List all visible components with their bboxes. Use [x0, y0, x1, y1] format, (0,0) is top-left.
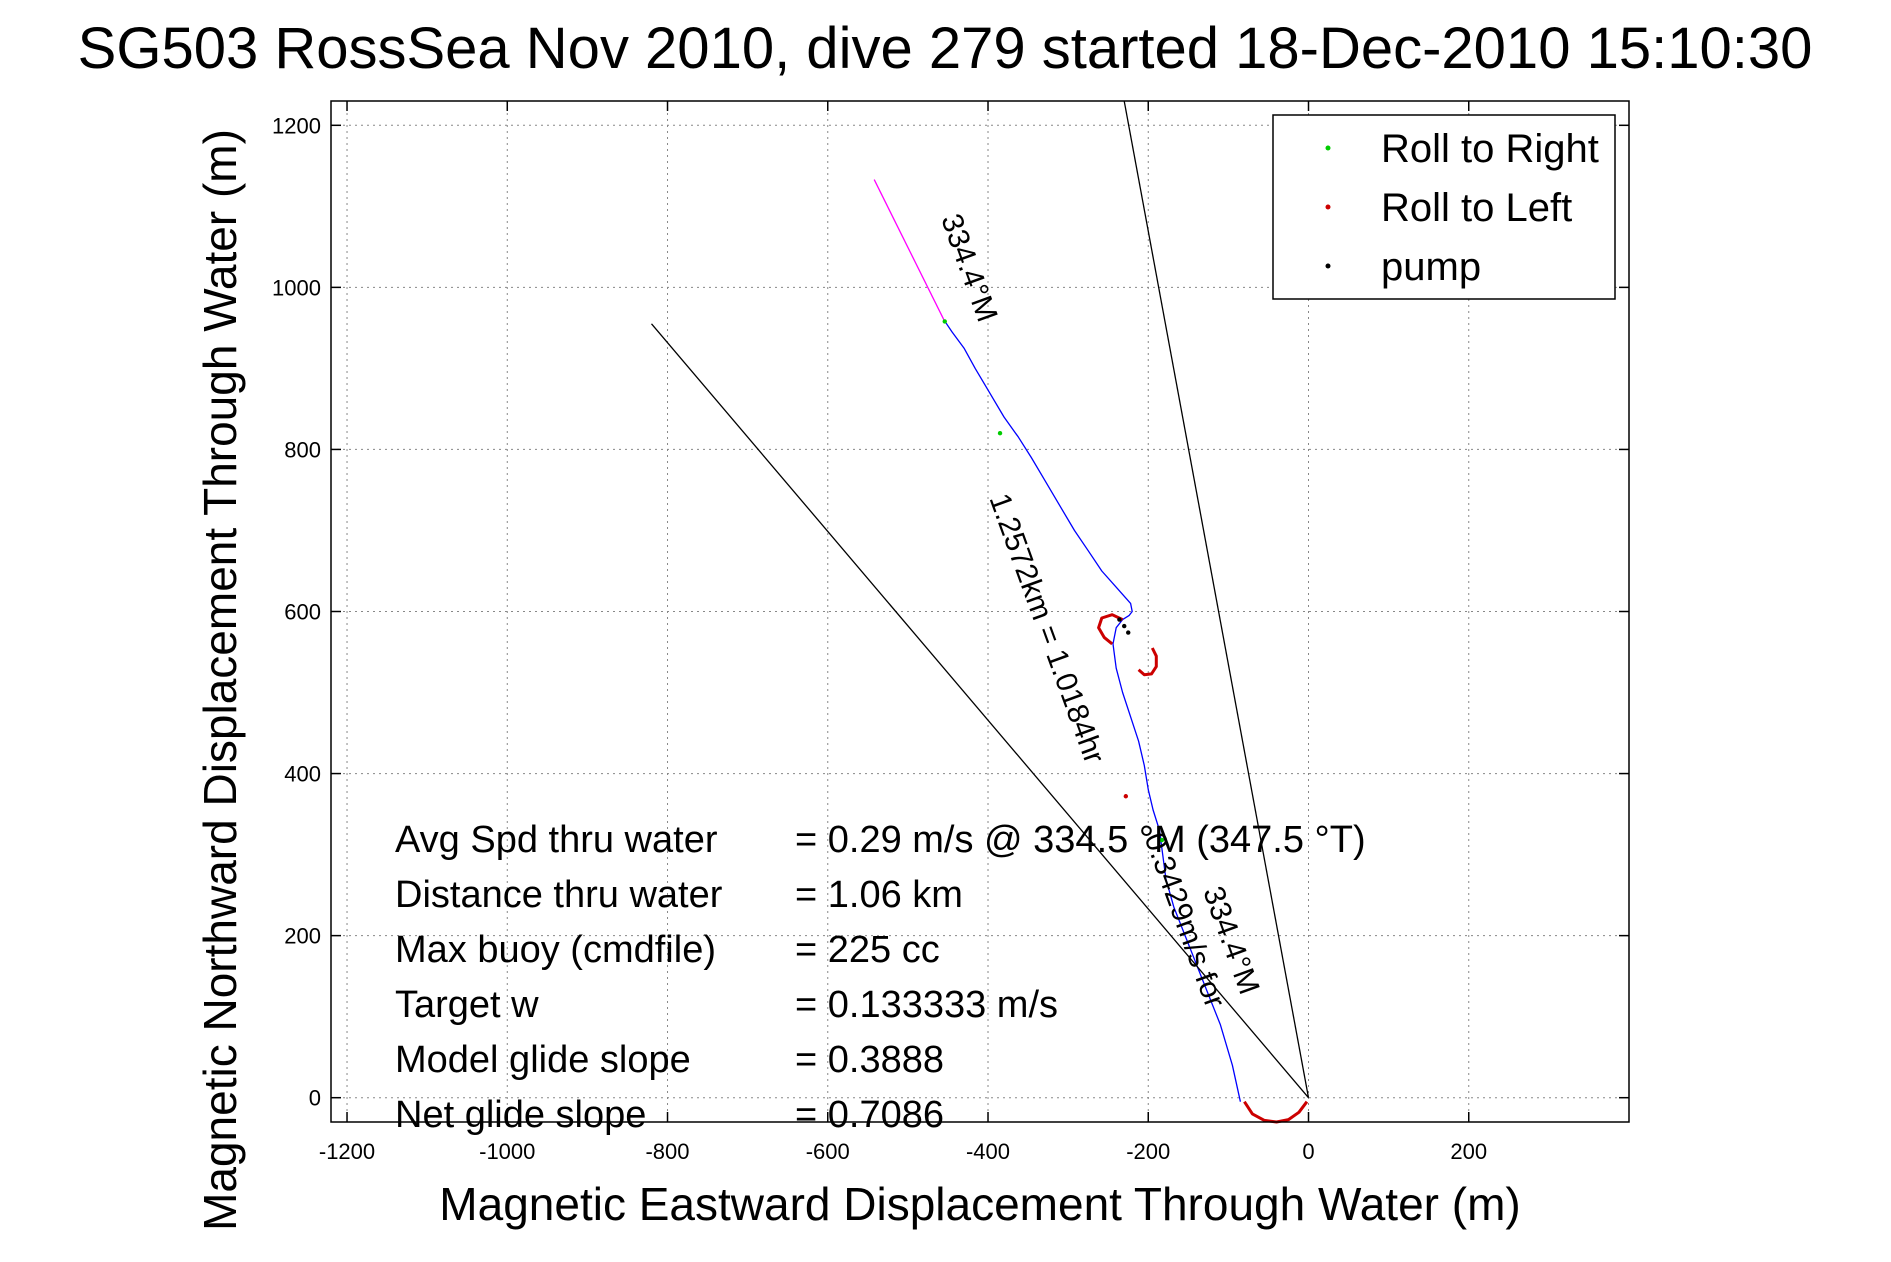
y-tick-label: 400 [284, 762, 321, 787]
x-tick-label: -400 [966, 1139, 1010, 1164]
x-axis-label: Magnetic Eastward Displacement Through W… [439, 1178, 1520, 1230]
y-tick-label: 1200 [272, 113, 321, 138]
stat-label: Avg Spd thru water [395, 819, 718, 861]
x-tick-label: 200 [1450, 1139, 1487, 1164]
marker-point-2 [1123, 794, 1129, 799]
legend-marker [1325, 145, 1331, 151]
x-tick-label: 0 [1302, 1139, 1314, 1164]
marker-point-0 [1117, 617, 1122, 622]
x-tick-label: -200 [1126, 1139, 1170, 1164]
stat-value: = 0.3888 [795, 1039, 944, 1081]
stat-label: Target w [395, 984, 539, 1026]
y-tick-label: 200 [284, 924, 321, 949]
marker-point-0 [1126, 630, 1131, 635]
dive-statistics: Avg Spd thru water = 0.29 m/s @ 334.5 °M … [395, 819, 1366, 1136]
legend: Roll to Right Roll to Left pump [1272, 114, 1616, 300]
tick-layer: -1200 -1000 -800 -600 -400 -200 0 200 0 200 400 600… [272, 101, 1629, 1164]
y-tick-label: 0 [309, 1086, 321, 1111]
legend-marker [1325, 263, 1331, 269]
legend-label: Roll to Left [1381, 186, 1572, 230]
series-line-3 [1123, 100, 1310, 1098]
series-line-5 [1097, 613, 1124, 646]
y-axis-label: Magnetic Northward Displacement Through … [194, 129, 246, 1231]
gridlines [331, 101, 1629, 1122]
x-tick-label: -800 [645, 1139, 689, 1164]
series-line-0 [943, 319, 1242, 1102]
stat-label: Net glide slope [395, 1094, 646, 1136]
marker-layer [942, 319, 1165, 843]
series-line-2 [651, 323, 1309, 1099]
marker-point-1 [997, 431, 1003, 436]
chart-title: SG503 RossSea Nov 2010, dive 279 started… [78, 16, 1813, 81]
x-tick-label: -1200 [319, 1139, 375, 1164]
series-line-1 [873, 179, 945, 321]
y-tick-label: 1000 [272, 275, 321, 300]
stat-value: = 0.29 m/s @ 334.5 °M (347.5 °T) [795, 819, 1366, 861]
stat-value: = 0.7086 [795, 1094, 944, 1136]
y-tick-label: 600 [284, 600, 321, 625]
legend-marker [1325, 204, 1331, 210]
legend-label: pump [1381, 245, 1481, 289]
stat-label: Distance thru water [395, 874, 723, 916]
x-tick-label: -1000 [479, 1139, 535, 1164]
legend-entries: Roll to Right Roll to Left pump [1325, 127, 1599, 289]
marker-point-1 [1159, 837, 1165, 843]
marker-point-0 [1122, 623, 1127, 629]
stat-value: = 1.06 km [795, 874, 963, 916]
stat-label: Max buoy (cmdfile) [395, 929, 716, 971]
marker-point-1 [942, 319, 947, 324]
stat-value: = 0.133333 m/s [795, 984, 1058, 1026]
y-tick-label: 800 [284, 437, 321, 462]
x-tick-label: -600 [806, 1139, 850, 1164]
legend-label: Roll to Right [1381, 127, 1599, 171]
stat-label: Model glide slope [395, 1039, 691, 1081]
series-line-6 [1137, 647, 1158, 677]
stat-value: = 225 cc [795, 929, 940, 971]
